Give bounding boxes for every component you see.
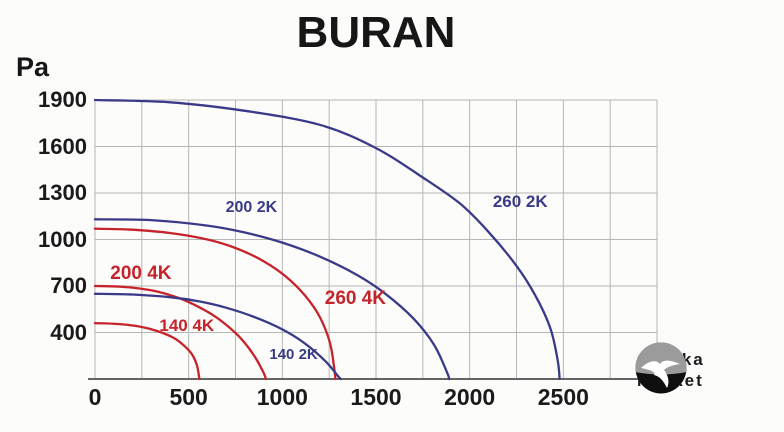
curve-label-260-2k: 260 2K <box>492 191 548 211</box>
curve-label-200-4k: 200 4K <box>110 263 172 285</box>
chart-title: BURAN <box>296 8 456 57</box>
curve-label-140-2k: 140 2K <box>269 346 318 364</box>
curve-label-260-4k: 260 4K <box>324 288 387 310</box>
y-tick-label-1600: 1600 <box>38 133 87 159</box>
curve-label-200-2k: 200 2K <box>225 198 278 216</box>
curve-260-2k <box>93 98 561 381</box>
x-tick-label-1500: 1500 <box>350 384 402 410</box>
curve-200-4k <box>93 284 267 381</box>
curve-260-4k <box>93 227 337 381</box>
x-tick-label-2000: 2000 <box>444 384 496 410</box>
y-tick-label-700: 700 <box>50 273 87 298</box>
x-tick-label-0: 0 <box>88 384 102 410</box>
x-tick-label-500: 500 <box>169 384 208 410</box>
brand-logo: Chaika Market <box>633 340 784 400</box>
curve-140-4k <box>93 322 201 381</box>
curve-200-2k <box>93 218 451 381</box>
seagull-bird-shape <box>641 360 680 388</box>
seagull-logo-icon <box>635 342 687 394</box>
y-tick-label-1900: 1900 <box>38 87 87 112</box>
x-tick-label-1000: 1000 <box>256 384 308 410</box>
y-tick-label-1300: 1300 <box>38 180 87 205</box>
curve-label-140-4k: 140 4K <box>159 315 215 335</box>
y-tick-label-1000: 1000 <box>38 226 87 252</box>
y-axis-unit-label: Pa <box>16 52 50 82</box>
y-tick-label-400: 400 <box>50 319 87 345</box>
x-tick-label-2500: 2500 <box>537 384 589 410</box>
curve-140-2k <box>93 292 342 381</box>
